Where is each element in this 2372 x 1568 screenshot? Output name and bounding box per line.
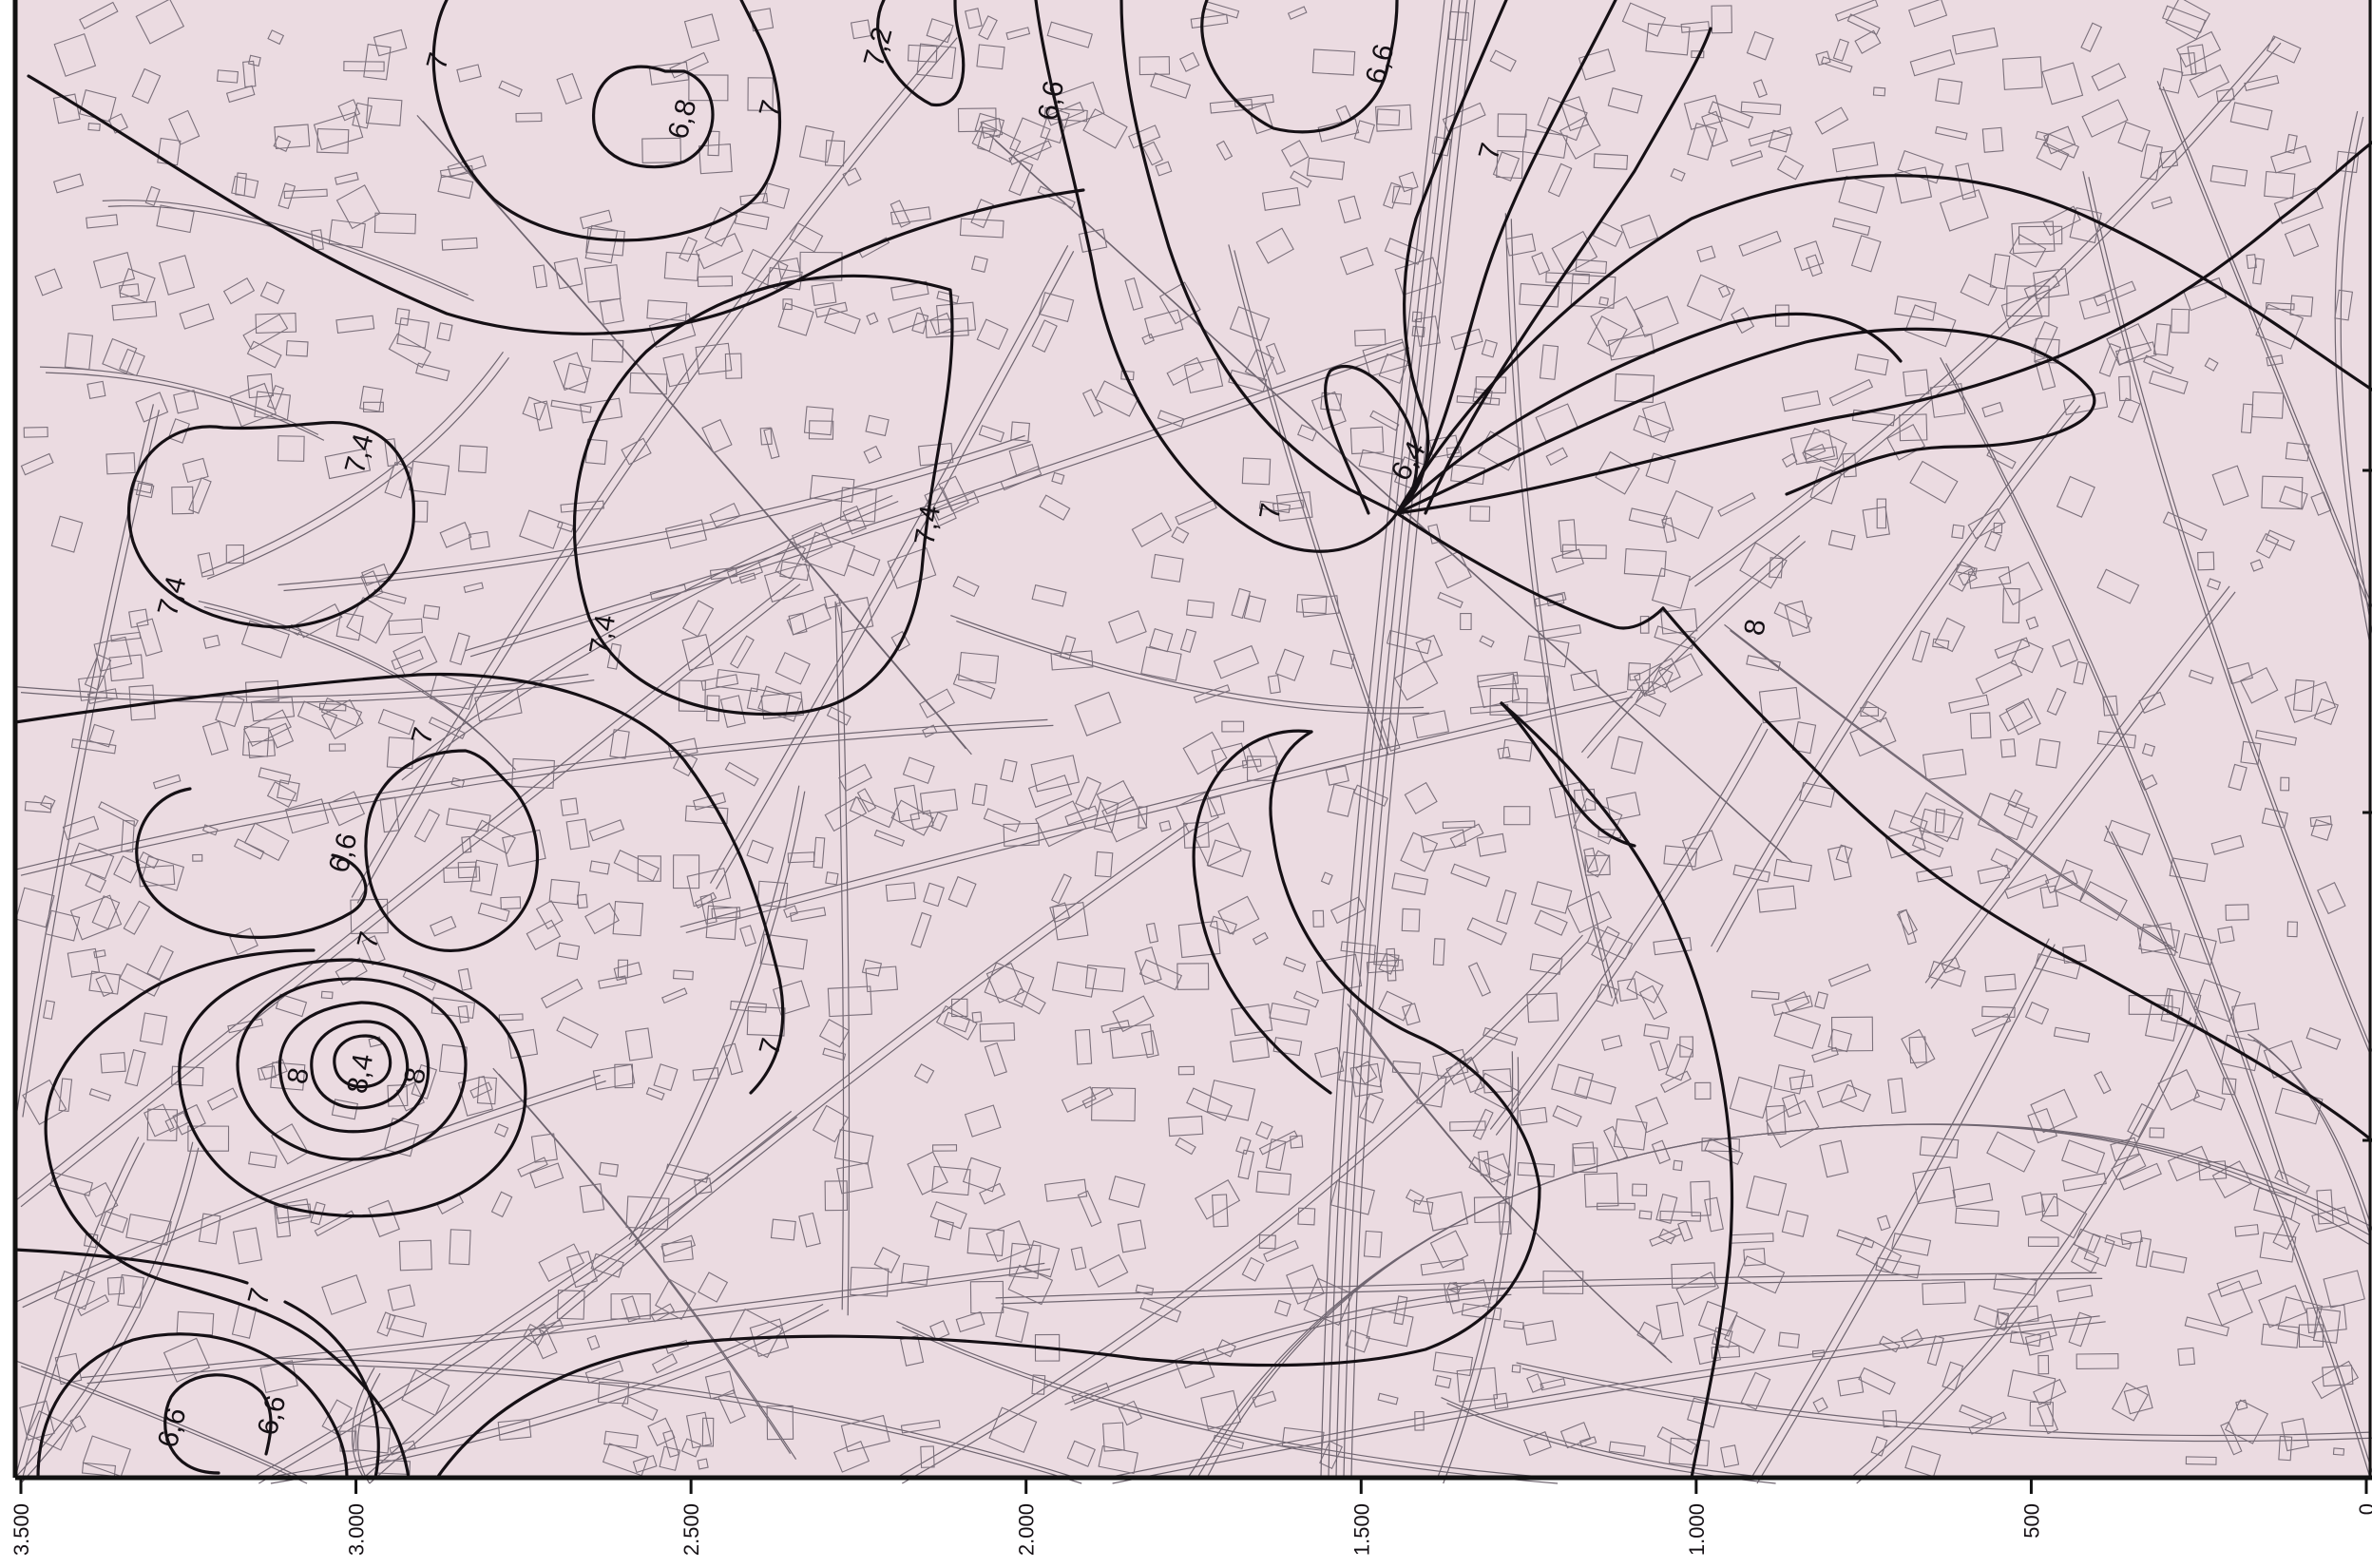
contour-line bbox=[13, 1248, 249, 1285]
contour-line bbox=[36, 1332, 349, 1480]
contour-line bbox=[1119, 0, 1399, 515]
contour-line bbox=[364, 749, 540, 952]
contour-line bbox=[1395, 327, 2096, 515]
contour-line bbox=[333, 1034, 392, 1089]
contour-line bbox=[283, 1300, 380, 1480]
contour-line bbox=[310, 1020, 410, 1110]
contour-lines bbox=[13, 0, 2372, 1480]
contour-line bbox=[1324, 364, 1419, 515]
contour-line bbox=[1661, 606, 2372, 1142]
x-axis-tick-label: 500 bbox=[2019, 1503, 2043, 1539]
contour-line bbox=[1395, 312, 1903, 515]
contour-line bbox=[44, 948, 411, 1480]
contour-line bbox=[431, 0, 781, 242]
contour-line bbox=[1269, 730, 1541, 1190]
contour-line bbox=[178, 958, 527, 1218]
map-frame bbox=[12, 0, 2372, 1481]
contour-line bbox=[1034, 0, 1399, 553]
contour-label: 8 bbox=[281, 1065, 315, 1086]
contour-line bbox=[135, 787, 368, 939]
x-axis-tick-label: 2.500 bbox=[679, 1503, 703, 1556]
x-axis: 3.500 3.000 2.500 2.000 1.500 1.000 500 0 bbox=[10, 1478, 2372, 1556]
contour-line bbox=[236, 977, 468, 1161]
contour-line bbox=[27, 74, 1085, 335]
contour-line bbox=[163, 1373, 273, 1475]
x-axis-tick-label: 2.000 bbox=[1015, 1503, 1039, 1556]
contour-line bbox=[572, 274, 954, 717]
contour-line bbox=[127, 421, 415, 629]
contour-line bbox=[435, 1186, 1541, 1480]
contour-label: 7,4 bbox=[583, 612, 622, 657]
contour-line bbox=[1500, 701, 1636, 848]
contour-label: 8,4 bbox=[341, 1051, 379, 1096]
contour-line bbox=[277, 1001, 430, 1134]
contour-line bbox=[1395, 174, 2372, 515]
contour-line bbox=[1395, 511, 1665, 630]
contour-label: 8 bbox=[1738, 617, 1771, 638]
x-axis-tick-label: 1.500 bbox=[1349, 1503, 1373, 1556]
contour-line bbox=[592, 65, 715, 169]
contour-label: 7,4 bbox=[909, 503, 947, 547]
contour-line bbox=[1192, 729, 1332, 1095]
map-background bbox=[15, 0, 2372, 1478]
contour-line bbox=[1500, 701, 1734, 1480]
x-axis-tick-label: 0 bbox=[2355, 1503, 2372, 1515]
x-axis-tick-label: 3.500 bbox=[10, 1503, 33, 1556]
contour-line bbox=[1395, 0, 1617, 515]
x-axis-tick-label: 3.000 bbox=[345, 1503, 369, 1556]
street-network bbox=[14, 0, 2372, 1484]
contour-line bbox=[1424, 27, 1712, 515]
contour-label: 6,6 bbox=[1032, 78, 1070, 123]
contour-line bbox=[1200, 0, 1399, 134]
contour-line bbox=[13, 672, 785, 1095]
contour-label: 8 bbox=[398, 1065, 431, 1086]
contour-line bbox=[876, 0, 966, 106]
contour-line bbox=[1395, 141, 2372, 515]
x-axis-tick-label: 1.000 bbox=[1685, 1503, 1709, 1556]
contour-label: 7 bbox=[1253, 501, 1287, 522]
